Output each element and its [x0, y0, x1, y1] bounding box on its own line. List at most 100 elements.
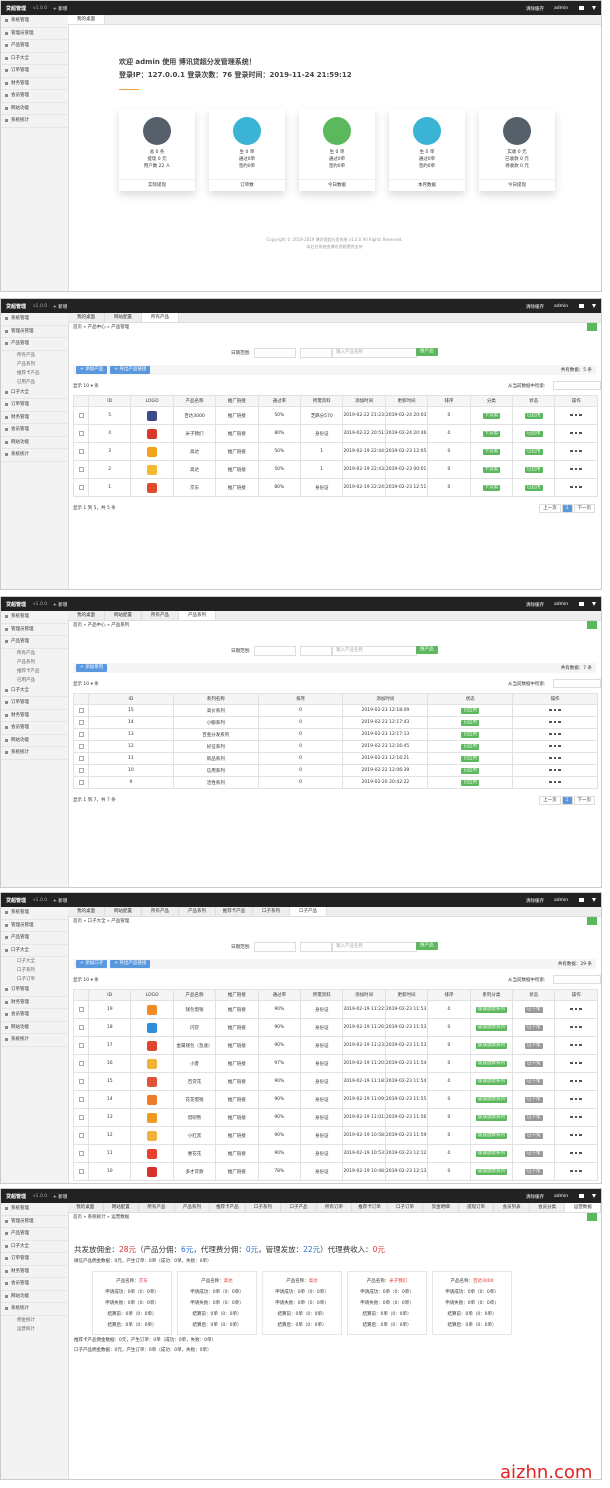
page-button[interactable]: 上一页: [539, 796, 561, 805]
menu-item[interactable]: 管理员管理: [1, 920, 68, 932]
menu-item[interactable]: 管理员管理: [1, 624, 68, 636]
card-footer[interactable]: 本月数据: [389, 179, 465, 191]
home-icon[interactable]: [579, 1194, 584, 1198]
page-button[interactable]: 1: [561, 504, 573, 513]
menu-item[interactable]: 网站功能: [1, 1291, 68, 1303]
skin-icon[interactable]: [592, 6, 596, 10]
action-button[interactable]: + 添加口子: [76, 960, 108, 968]
row-action[interactable]: [579, 1133, 582, 1136]
submenu-item[interactable]: 口子大全: [17, 959, 35, 964]
row-action[interactable]: [574, 1169, 578, 1172]
row-action[interactable]: [570, 467, 573, 470]
row-action[interactable]: [574, 1151, 578, 1154]
menu-item[interactable]: 订单管理: [1, 697, 68, 710]
tab[interactable]: 口子产品: [281, 1203, 317, 1212]
row-action[interactable]: [553, 732, 557, 735]
menu-item[interactable]: 财务管理: [1, 78, 68, 90]
checkbox[interactable]: [78, 1079, 84, 1084]
action-button[interactable]: + 导出产品链接: [110, 366, 151, 374]
menu-item[interactable]: 口子大全: [1, 387, 68, 399]
row-action[interactable]: [579, 413, 582, 416]
checkbox[interactable]: [78, 1169, 84, 1174]
user-menu[interactable]: admin: [554, 601, 569, 607]
name-input[interactable]: 输入产品名称: [332, 942, 417, 952]
menu-item[interactable]: 会员管理: [1, 90, 68, 103]
menu-item[interactable]: 系统管理: [1, 611, 68, 624]
menu-item[interactable]: 产品管理: [1, 338, 68, 351]
menu-item[interactable]: 会员管理: [1, 1278, 68, 1291]
add-menu[interactable]: + 新增: [53, 1194, 68, 1200]
tab[interactable]: 我的桌面: [68, 907, 105, 916]
menu-item[interactable]: 订单管理: [1, 399, 68, 412]
row-action[interactable]: [570, 413, 573, 416]
row-action[interactable]: [574, 1097, 578, 1100]
row-action[interactable]: [579, 1007, 582, 1010]
row-action[interactable]: [553, 768, 557, 771]
menu-item[interactable]: 网站功能: [1, 735, 68, 747]
tab[interactable]: 我的桌面: [68, 1203, 104, 1212]
menu-item[interactable]: 口子大全: [1, 53, 68, 65]
menu-item[interactable]: 财务管理: [1, 710, 68, 722]
card-footer[interactable]: 实际提现: [119, 179, 195, 191]
checkbox[interactable]: [78, 413, 84, 418]
row-action[interactable]: [574, 467, 578, 470]
refresh-button[interactable]: [587, 917, 597, 925]
menu-item[interactable]: 网站功能: [1, 437, 68, 449]
menu-item[interactable]: 口子大全: [1, 685, 68, 697]
row-action[interactable]: [574, 1025, 578, 1028]
action-button[interactable]: + 添加产品: [76, 366, 108, 374]
checkbox[interactable]: [78, 1133, 84, 1138]
checkbox[interactable]: [78, 1115, 84, 1120]
user-menu[interactable]: admin: [554, 5, 569, 11]
add-menu[interactable]: + 新增: [53, 602, 68, 608]
menu-item[interactable]: 会员管理: [1, 1009, 68, 1022]
refresh-button[interactable]: [587, 323, 597, 331]
submenu-item[interactable]: 佣金统计: [17, 1317, 35, 1323]
row-action[interactable]: [558, 780, 561, 783]
home-icon[interactable]: [579, 6, 584, 10]
row-action[interactable]: [574, 1079, 578, 1082]
menu-item[interactable]: 会员管理: [1, 722, 68, 735]
submenu-item[interactable]: 推荐卡产品: [17, 668, 40, 674]
tab[interactable]: 我的桌面: [68, 15, 105, 24]
row-action[interactable]: [570, 485, 573, 488]
clear-cache[interactable]: 清除缓存: [526, 602, 544, 608]
tab[interactable]: 所有产品: [142, 907, 179, 916]
submenu-item[interactable]: 口子订单: [17, 977, 35, 982]
skin-icon[interactable]: [592, 304, 596, 308]
submenu-item[interactable]: 所有产品: [17, 650, 35, 656]
row-action[interactable]: [579, 1151, 582, 1154]
menu-item[interactable]: 口子大全: [1, 945, 68, 957]
menu-item[interactable]: 系统管理: [1, 907, 68, 920]
menu-item[interactable]: 系统管理: [1, 313, 68, 326]
tab[interactable]: 所有订单: [317, 1203, 353, 1212]
row-action[interactable]: [574, 449, 578, 452]
row-action[interactable]: [570, 431, 573, 434]
submenu-item[interactable]: 已用产品: [17, 379, 35, 385]
refresh-button[interactable]: [587, 621, 597, 629]
row-action[interactable]: [570, 1025, 573, 1028]
skin-icon[interactable]: [592, 602, 596, 606]
user-menu[interactable]: admin: [554, 303, 569, 309]
menu-item[interactable]: 管理员管理: [1, 326, 68, 338]
checkbox[interactable]: [78, 1097, 84, 1102]
row-action[interactable]: [558, 720, 561, 723]
checkbox[interactable]: [78, 1151, 84, 1156]
date-input[interactable]: [254, 646, 296, 656]
tab[interactable]: 产品系列: [179, 611, 216, 620]
row-action[interactable]: [579, 449, 582, 452]
card-footer[interactable]: 今日提现: [479, 179, 555, 191]
row-action[interactable]: [570, 449, 573, 452]
name-input[interactable]: 输入产品名称: [332, 646, 417, 656]
row-action[interactable]: [558, 744, 561, 747]
menu-item[interactable]: 订单管理: [1, 1253, 68, 1266]
row-action[interactable]: [579, 1079, 582, 1082]
page-button[interactable]: 上一页: [539, 504, 561, 513]
submenu-item[interactable]: 已用产品: [17, 677, 35, 683]
home-icon[interactable]: [579, 898, 584, 902]
search-button[interactable]: 搜产品: [416, 348, 438, 356]
checkbox[interactable]: [78, 768, 84, 773]
add-menu[interactable]: + 新增: [53, 304, 68, 310]
date-input[interactable]: [300, 942, 332, 952]
page-size[interactable]: 显示 10 ▾ 条: [73, 978, 99, 983]
